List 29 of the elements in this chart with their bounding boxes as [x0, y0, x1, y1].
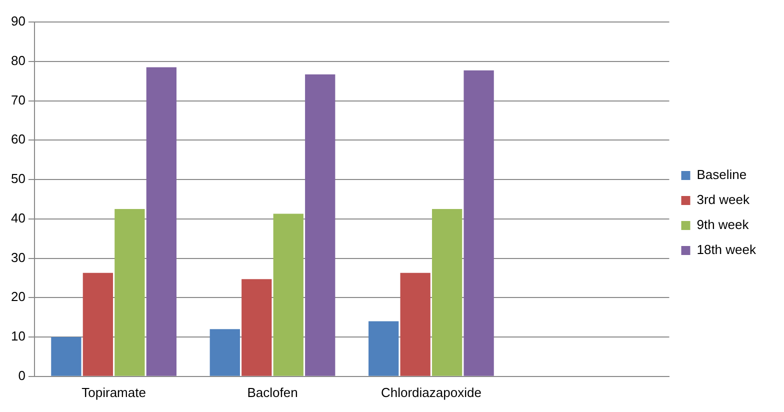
legend-label: 9th week — [696, 217, 750, 232]
y-tick-label: 50 — [10, 171, 26, 186]
bar — [464, 70, 494, 376]
bar — [242, 279, 272, 376]
x-tick-label: Topiramate — [82, 384, 146, 400]
y-tick-label: 70 — [10, 92, 26, 108]
y-tick-label: 30 — [10, 250, 26, 265]
bar — [114, 209, 145, 376]
bar — [146, 67, 176, 376]
bar — [51, 337, 82, 376]
bar — [305, 74, 336, 376]
y-tick-label: 40 — [10, 210, 26, 226]
bar — [432, 209, 462, 376]
y-tick-label: 60 — [10, 132, 26, 147]
bar — [400, 272, 430, 376]
bar — [210, 329, 240, 376]
x-tick-label: Baclofen — [247, 384, 298, 400]
bar — [273, 214, 304, 376]
bar — [82, 272, 114, 376]
legend-label: 18th week — [696, 242, 756, 258]
legend-label: 3rd week — [696, 192, 750, 208]
bar — [368, 321, 399, 376]
x-tick-label: Chlordiazapoxide — [380, 384, 482, 400]
legend-label: Baseline — [696, 167, 747, 182]
y-tick-label: 80 — [10, 52, 26, 68]
y-tick-label: 10 — [10, 328, 26, 344]
y-tick-label: 90 — [10, 14, 26, 29]
y-tick-label: 20 — [10, 289, 26, 304]
y-tick-label: 0 — [18, 368, 26, 383]
